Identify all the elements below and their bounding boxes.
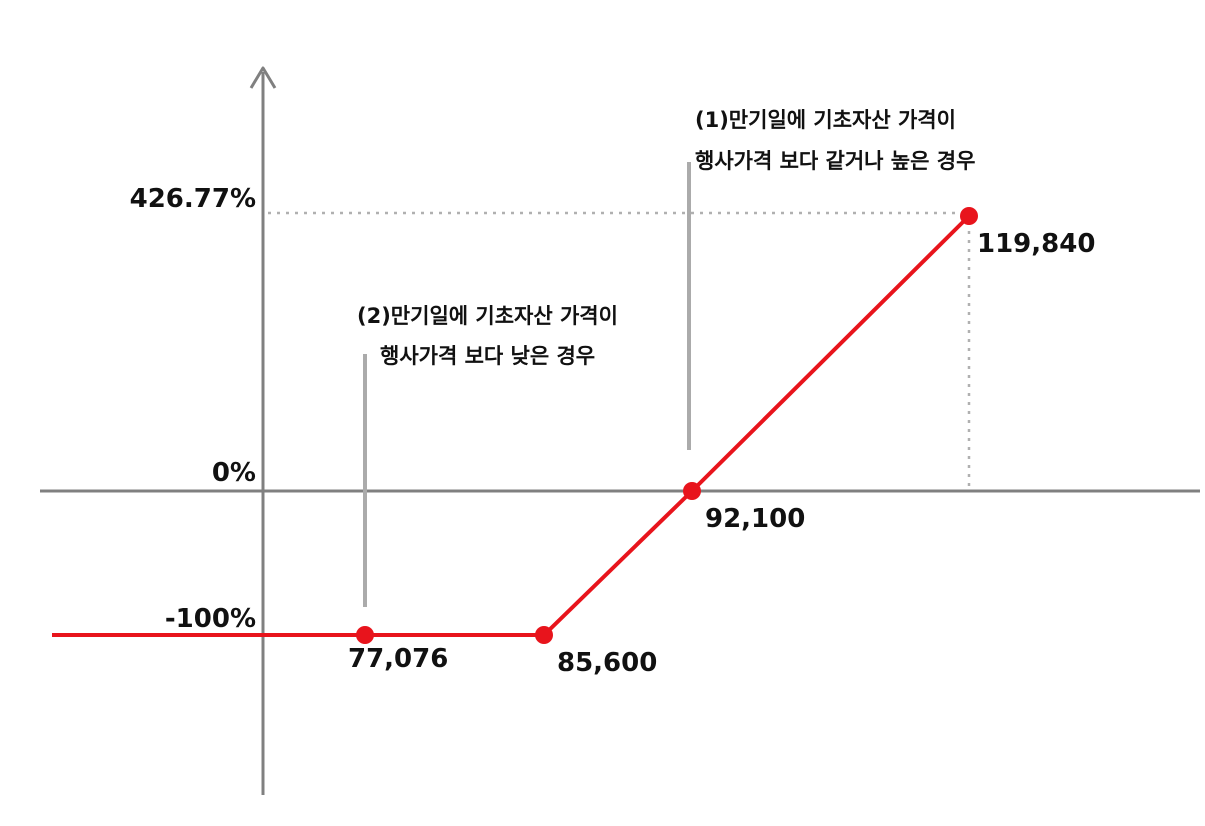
- y-tick-labels: 426.77% 0% -100%: [130, 184, 256, 634]
- y-tick-label-loss: -100%: [165, 604, 256, 634]
- series-line-segment: [690, 214, 971, 493]
- guides: [268, 162, 971, 607]
- annotation-1-line-2: 행사가격 보다 같거나 높은 경우: [695, 149, 975, 173]
- data-point-label: 85,600: [557, 648, 657, 678]
- annotation-2-line-2: 행사가격 보다 낮은 경우: [380, 344, 595, 368]
- data-point: [960, 207, 978, 225]
- data-point: [683, 482, 701, 500]
- data-point-label: 92,100: [705, 504, 805, 534]
- axes: [40, 66, 1200, 795]
- y-tick-label-max: 426.77%: [130, 184, 256, 214]
- annotation-2-line-1: (2)만기일에 기초자산 가격이: [357, 304, 618, 328]
- data-point: [535, 626, 553, 644]
- point-labels: 77,076 85,600 92,100 119,840: [348, 229, 1095, 678]
- series-line-segment: [542, 489, 694, 637]
- data-point-label: 119,840: [977, 229, 1095, 259]
- series-layer: [52, 207, 978, 644]
- annotations: (1)만기일에 기초자산 가격이 행사가격 보다 같거나 높은 경우 (2)만기…: [357, 108, 975, 368]
- data-point: [356, 626, 374, 644]
- y-tick-label-zero: 0%: [212, 458, 256, 488]
- annotation-1-line-1: (1)만기일에 기초자산 가격이: [695, 108, 956, 132]
- y-axis-arrowhead: [249, 66, 277, 89]
- data-point-label: 77,076: [348, 644, 448, 674]
